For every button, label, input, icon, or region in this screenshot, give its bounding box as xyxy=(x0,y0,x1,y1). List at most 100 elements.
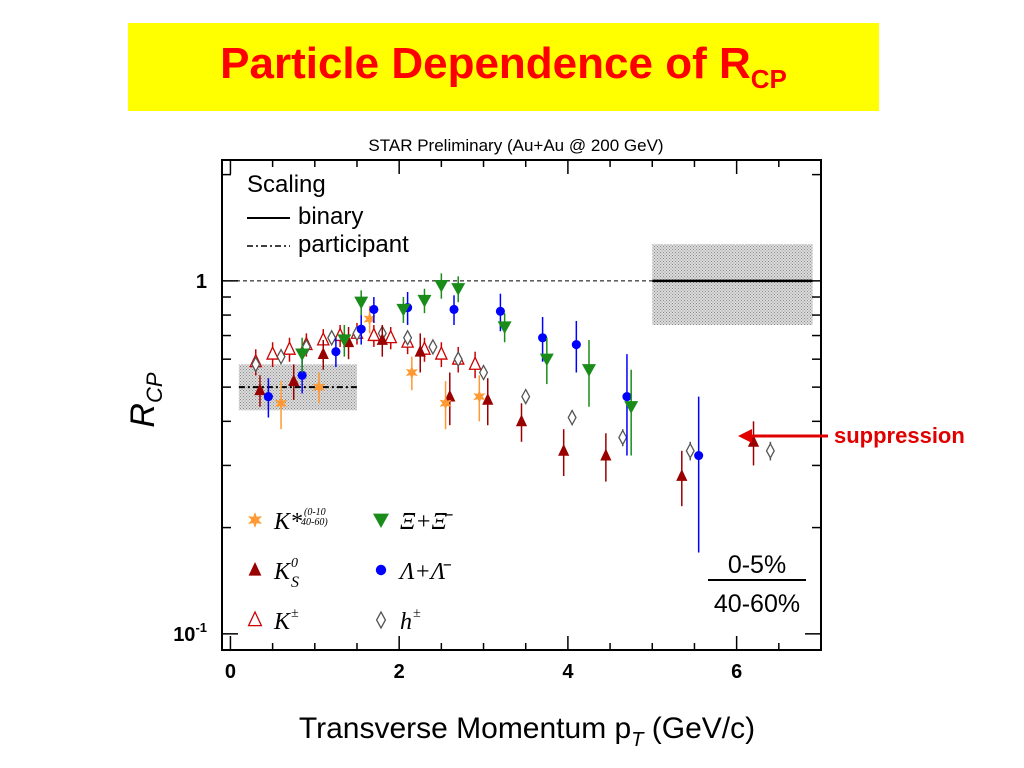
data-point-k0s xyxy=(254,383,266,396)
legend-label-main: Λ+Λ̄ xyxy=(398,559,451,585)
data-point-kpm xyxy=(384,329,398,344)
suppression-arrow xyxy=(738,429,828,443)
data-point-kpm xyxy=(434,345,448,360)
data-point-h xyxy=(618,429,628,446)
data-point-kpm xyxy=(265,345,280,360)
data-point-h xyxy=(276,348,286,365)
data-point-xi xyxy=(451,283,466,296)
slide-title-sub: CP xyxy=(750,64,787,94)
data-point-kstar xyxy=(313,380,326,395)
x-axis-label: Transverse Momentum pT (GeV/c) xyxy=(299,712,755,751)
y-axis-label: RCP xyxy=(124,372,167,427)
data-point-h xyxy=(428,338,438,356)
plot-frame xyxy=(221,159,822,651)
y-axis-label-sub: CP xyxy=(142,372,167,403)
legend-label-sup: ± xyxy=(413,606,421,621)
data-point-xi xyxy=(337,334,352,347)
data-point-xi xyxy=(396,303,411,317)
legend-marker-kpm xyxy=(247,610,263,627)
centrality-ratio: 0-5% 40-60% xyxy=(708,551,806,618)
data-point-lambda xyxy=(571,340,581,350)
legend-label-main: K xyxy=(273,609,292,635)
slide-title-main: Particle Dependence of R xyxy=(220,39,751,88)
data-point-k0s xyxy=(558,443,570,456)
data-point-kstar xyxy=(439,396,452,411)
data-point-lambda xyxy=(369,304,379,314)
centrality-denominator: 40-60% xyxy=(714,590,800,618)
data-point-xi xyxy=(417,294,432,308)
legend-label-main: K* xyxy=(273,509,302,535)
data-point-h xyxy=(478,364,489,381)
y-tick-label-exponent: -1 xyxy=(195,620,207,635)
data-point-k0s xyxy=(317,347,329,360)
y-tick-label: 10-1 xyxy=(173,620,207,646)
data-point-lambda xyxy=(449,304,459,314)
legend-label-kstar: K* (0-10 40-60) xyxy=(273,507,328,535)
data-point-lambda xyxy=(495,306,505,316)
legend-marker-kstar xyxy=(248,512,262,528)
x-tick-label: 2 xyxy=(394,661,405,683)
legend-label-sub: S xyxy=(291,574,299,591)
data-point-kstar xyxy=(405,365,418,380)
data-point-kstar xyxy=(363,312,376,326)
data-point-xi xyxy=(295,348,310,362)
legend-label-sup-num: (0-10 xyxy=(304,507,326,518)
legend-label-sup-den: 40-60) xyxy=(301,517,328,528)
data-point-kstar xyxy=(275,396,288,411)
data-point-xi xyxy=(539,353,554,367)
legend-label-xi: Ξ+Ξ̄ xyxy=(400,509,453,535)
data-point-k0s xyxy=(600,448,612,461)
participant-legend-label: participant xyxy=(298,231,409,258)
particle-legend: K* (0-10 40-60) Ξ+Ξ̄K0 S Λ+Λ̄K± h± xyxy=(247,507,453,635)
data-point-k0s xyxy=(676,469,688,481)
scaling-heading: Scaling xyxy=(247,171,326,198)
x-tick-label: 6 xyxy=(731,661,742,683)
legend-label-sup: ± xyxy=(291,606,299,621)
legend-label-sup: 0 xyxy=(291,556,298,571)
data-point-h xyxy=(301,338,311,356)
binary-legend-label: binary xyxy=(298,203,363,230)
data-point-h xyxy=(567,409,577,426)
data-point-h xyxy=(453,350,463,368)
data-point-h xyxy=(327,329,337,347)
data-point-h xyxy=(765,442,775,460)
legend-label-main: h xyxy=(400,609,412,635)
data-point-h xyxy=(685,442,695,460)
legend-label-kpm: K± xyxy=(273,606,299,635)
data-point-k0s xyxy=(288,374,300,387)
data-point-xi xyxy=(581,364,596,377)
data-point-k0s xyxy=(414,344,426,357)
data-point-kstar xyxy=(473,389,486,404)
data-point-kpm xyxy=(367,327,381,342)
data-point-lambda xyxy=(622,392,632,402)
data-point-k0s xyxy=(444,389,456,402)
y-tick-label: 1 xyxy=(196,271,207,293)
data-point-lambda xyxy=(331,347,341,357)
data-point-lambda xyxy=(356,324,366,334)
data-point-xi xyxy=(497,321,512,335)
legend-label-lambda: Λ+Λ̄ xyxy=(398,559,451,585)
data-point-h xyxy=(403,329,413,347)
legend-label-main: Ξ+Ξ̄ xyxy=(400,509,453,535)
binary-systematic-band xyxy=(652,244,813,325)
chart-title: STAR Preliminary (Au+Au @ 200 GeV) xyxy=(368,136,663,155)
data-point-h xyxy=(521,388,531,405)
x-axis-label-main: Transverse Momentum p xyxy=(299,712,631,745)
legend-marker-xi xyxy=(373,513,389,528)
x-tick-label: 4 xyxy=(562,661,574,683)
data-point-k0s xyxy=(747,434,760,447)
x-axis-label-sub: T xyxy=(631,729,645,751)
legend-label-k0s: K0 S xyxy=(273,556,299,591)
data-point-xi xyxy=(434,279,449,293)
slide-title: Particle Dependence of RCP xyxy=(220,39,787,95)
legend-label-h: h± xyxy=(400,606,421,635)
data-point-kpm xyxy=(282,340,297,355)
legend-marker-h xyxy=(375,610,387,630)
data-point-xi xyxy=(354,296,369,310)
legend-label-main: K xyxy=(273,559,292,585)
data-point-k0s xyxy=(376,332,388,345)
legend-marker-lambda xyxy=(375,564,387,576)
x-tick-label: 0 xyxy=(225,661,236,683)
data-point-k0s xyxy=(482,392,494,405)
